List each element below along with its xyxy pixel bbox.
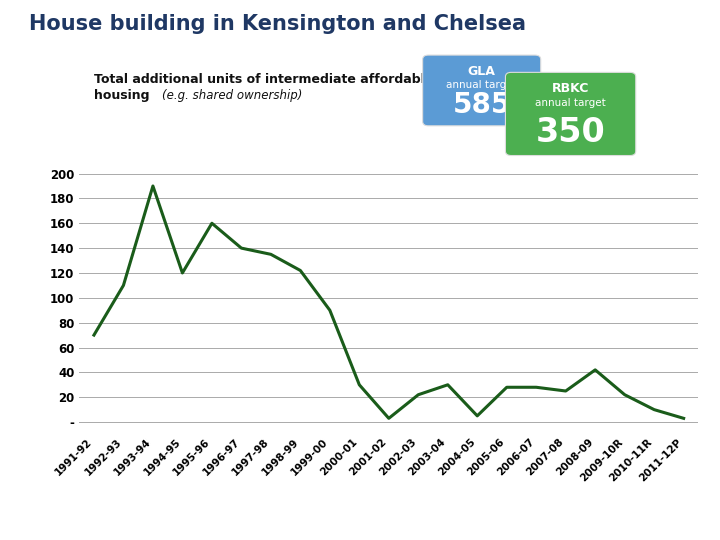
Text: GLA: GLA — [468, 65, 495, 78]
Text: House building in Kensington and Chelsea: House building in Kensington and Chelsea — [29, 14, 526, 33]
Text: 585: 585 — [452, 91, 511, 119]
Text: Total additional units of intermediate affordable: Total additional units of intermediate a… — [94, 73, 433, 86]
Text: 350: 350 — [536, 116, 606, 148]
Text: annual target: annual target — [535, 98, 606, 109]
Text: RBKC: RBKC — [552, 82, 589, 95]
Text: annual target: annual target — [446, 80, 517, 90]
Text: (e.g. shared ownership): (e.g. shared ownership) — [162, 89, 302, 102]
Text: housing: housing — [94, 89, 149, 102]
